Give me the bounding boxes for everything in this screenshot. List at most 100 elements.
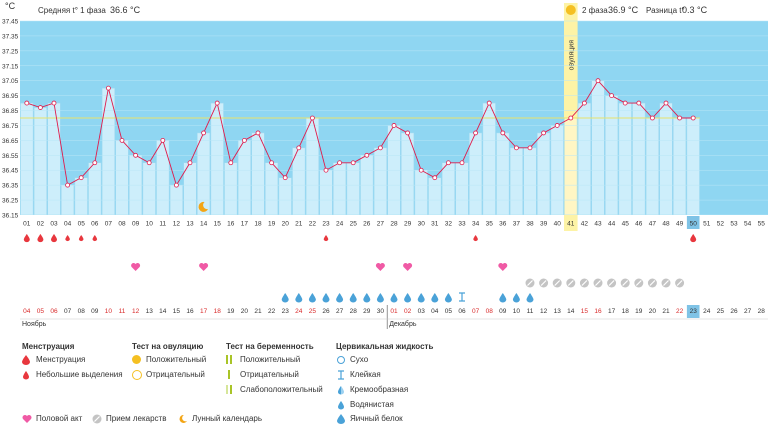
phase1-value: 36.6 °C xyxy=(110,5,141,15)
cycle-day-label: 32 xyxy=(445,221,453,228)
cycle-day-label: 08 xyxy=(118,221,126,228)
cycle-day-label: 31 xyxy=(431,221,439,228)
date-label: 17 xyxy=(608,308,616,315)
cycle-day-label: 47 xyxy=(649,221,657,228)
temperature-point xyxy=(364,152,370,158)
sticky-fluid-icon xyxy=(459,292,465,302)
cycle-day-label: 14 xyxy=(200,221,208,228)
temperature-bar xyxy=(210,102,224,216)
temperature-point xyxy=(391,123,397,128)
legend-cervical-fluid-title: Цервикальная жидкость xyxy=(336,342,434,351)
watery-fluid-icon xyxy=(281,293,289,303)
y-tick-label: 37.15 xyxy=(2,63,19,70)
phase2-value: 36.9 °C xyxy=(608,5,639,15)
temperature-point xyxy=(500,130,506,136)
date-label: 22 xyxy=(676,308,684,315)
y-tick-label: 36.75 xyxy=(2,123,19,130)
watery-fluid-icon xyxy=(336,293,344,303)
ovulation-label: овуляция xyxy=(568,40,575,71)
diff-label: Разница t° xyxy=(646,6,685,15)
medication-pill-mark xyxy=(540,280,547,286)
cycle-day-label: 07 xyxy=(105,221,113,228)
date-label: 10 xyxy=(105,308,113,315)
temperature-bar xyxy=(47,102,61,216)
cycle-day-label: 19 xyxy=(268,221,276,228)
legend-intercourse-label: Половой акт xyxy=(36,414,83,423)
watery-fluid-icon xyxy=(444,293,452,303)
date-label: 23 xyxy=(690,308,698,315)
cycle-day-label: 18 xyxy=(254,221,262,228)
cycle-day-label: 01 xyxy=(23,221,31,228)
date-label: 05 xyxy=(37,308,45,315)
cycle-day-label: 21 xyxy=(295,221,303,228)
date-label: 14 xyxy=(567,308,575,315)
temperature-point xyxy=(296,145,302,151)
date-label: 27 xyxy=(336,308,344,315)
medication-pill-mark xyxy=(595,280,601,286)
watery-fluid-icon xyxy=(526,293,534,303)
medication-pill-mark xyxy=(622,280,629,286)
temperature-point xyxy=(582,100,587,106)
cycle-day-label: 04 xyxy=(64,221,72,228)
cycle-day-label: 12 xyxy=(173,221,181,228)
y-tick-label: 36.55 xyxy=(2,153,19,160)
medication-pill-mark xyxy=(554,280,561,286)
temperature-bar xyxy=(414,169,428,216)
legend-fluid-dry-label: Сухо xyxy=(350,355,369,364)
temperature-point xyxy=(309,115,315,121)
light-discharge-drop-icon xyxy=(65,235,70,242)
temperature-bar xyxy=(577,102,591,216)
sticky-icon xyxy=(338,370,344,380)
moon-icon xyxy=(198,201,209,212)
cycle-day-label: 16 xyxy=(227,221,235,228)
temperature-bar xyxy=(564,117,578,216)
legend-fluid-egg-white-label: Яичный белок xyxy=(350,414,403,423)
date-label: 18 xyxy=(622,308,630,315)
cycle-day-label: 34 xyxy=(472,221,480,228)
light-discharge-drop-icon xyxy=(473,235,478,242)
temperature-bar xyxy=(455,162,469,216)
current-date-highlight xyxy=(686,305,700,318)
temperature-point xyxy=(459,160,465,166)
date-label: 25 xyxy=(717,308,725,315)
temperature-point xyxy=(323,167,329,173)
date-label: 28 xyxy=(758,308,766,315)
temperature-bar xyxy=(482,102,496,216)
temperature-bar xyxy=(373,147,387,216)
y-tick-label: 37.35 xyxy=(2,33,19,40)
temperature-point xyxy=(554,123,560,128)
date-label: 13 xyxy=(146,308,154,315)
current-day-highlight xyxy=(686,216,700,229)
temperature-bar xyxy=(319,169,333,216)
heart-icon xyxy=(22,415,32,423)
temperature-point xyxy=(432,175,438,181)
temperature-bar xyxy=(20,102,34,216)
date-label: 19 xyxy=(635,308,643,315)
date-label: 26 xyxy=(730,308,738,315)
medication-pill-mark xyxy=(581,280,588,286)
diff-value: 0.3 °C xyxy=(682,5,708,15)
legend-fluid-sticky-label: Клейкая xyxy=(350,370,381,379)
cycle-day-label: 51 xyxy=(703,221,711,228)
light-discharge-drop-icon xyxy=(78,235,84,242)
temperature-point xyxy=(418,167,424,173)
two-lines-icon xyxy=(226,355,228,364)
temperature-point xyxy=(78,175,84,181)
date-label: 23 xyxy=(282,308,290,315)
temperature-point xyxy=(214,100,220,106)
y-tick-label: 36.15 xyxy=(2,213,19,220)
temperature-line xyxy=(26,79,694,187)
legend-fluid-creamy-label: Кремообразная xyxy=(350,385,409,394)
temperature-bar xyxy=(537,132,551,216)
drop-heavy-icon xyxy=(22,355,30,365)
intercourse-heart-icon xyxy=(498,263,508,271)
legend-fluid-watery-label: Водянистая xyxy=(350,400,394,409)
watery-fluid-icon xyxy=(417,293,425,303)
temperature-point xyxy=(24,100,30,106)
temperature-bar xyxy=(618,102,632,216)
ovulation-cycle-cell xyxy=(564,215,578,231)
date-label: 25 xyxy=(309,308,317,315)
watery-fluid-icon xyxy=(376,293,384,303)
date-label: 21 xyxy=(254,308,262,315)
cycle-day-label: 15 xyxy=(214,221,222,228)
